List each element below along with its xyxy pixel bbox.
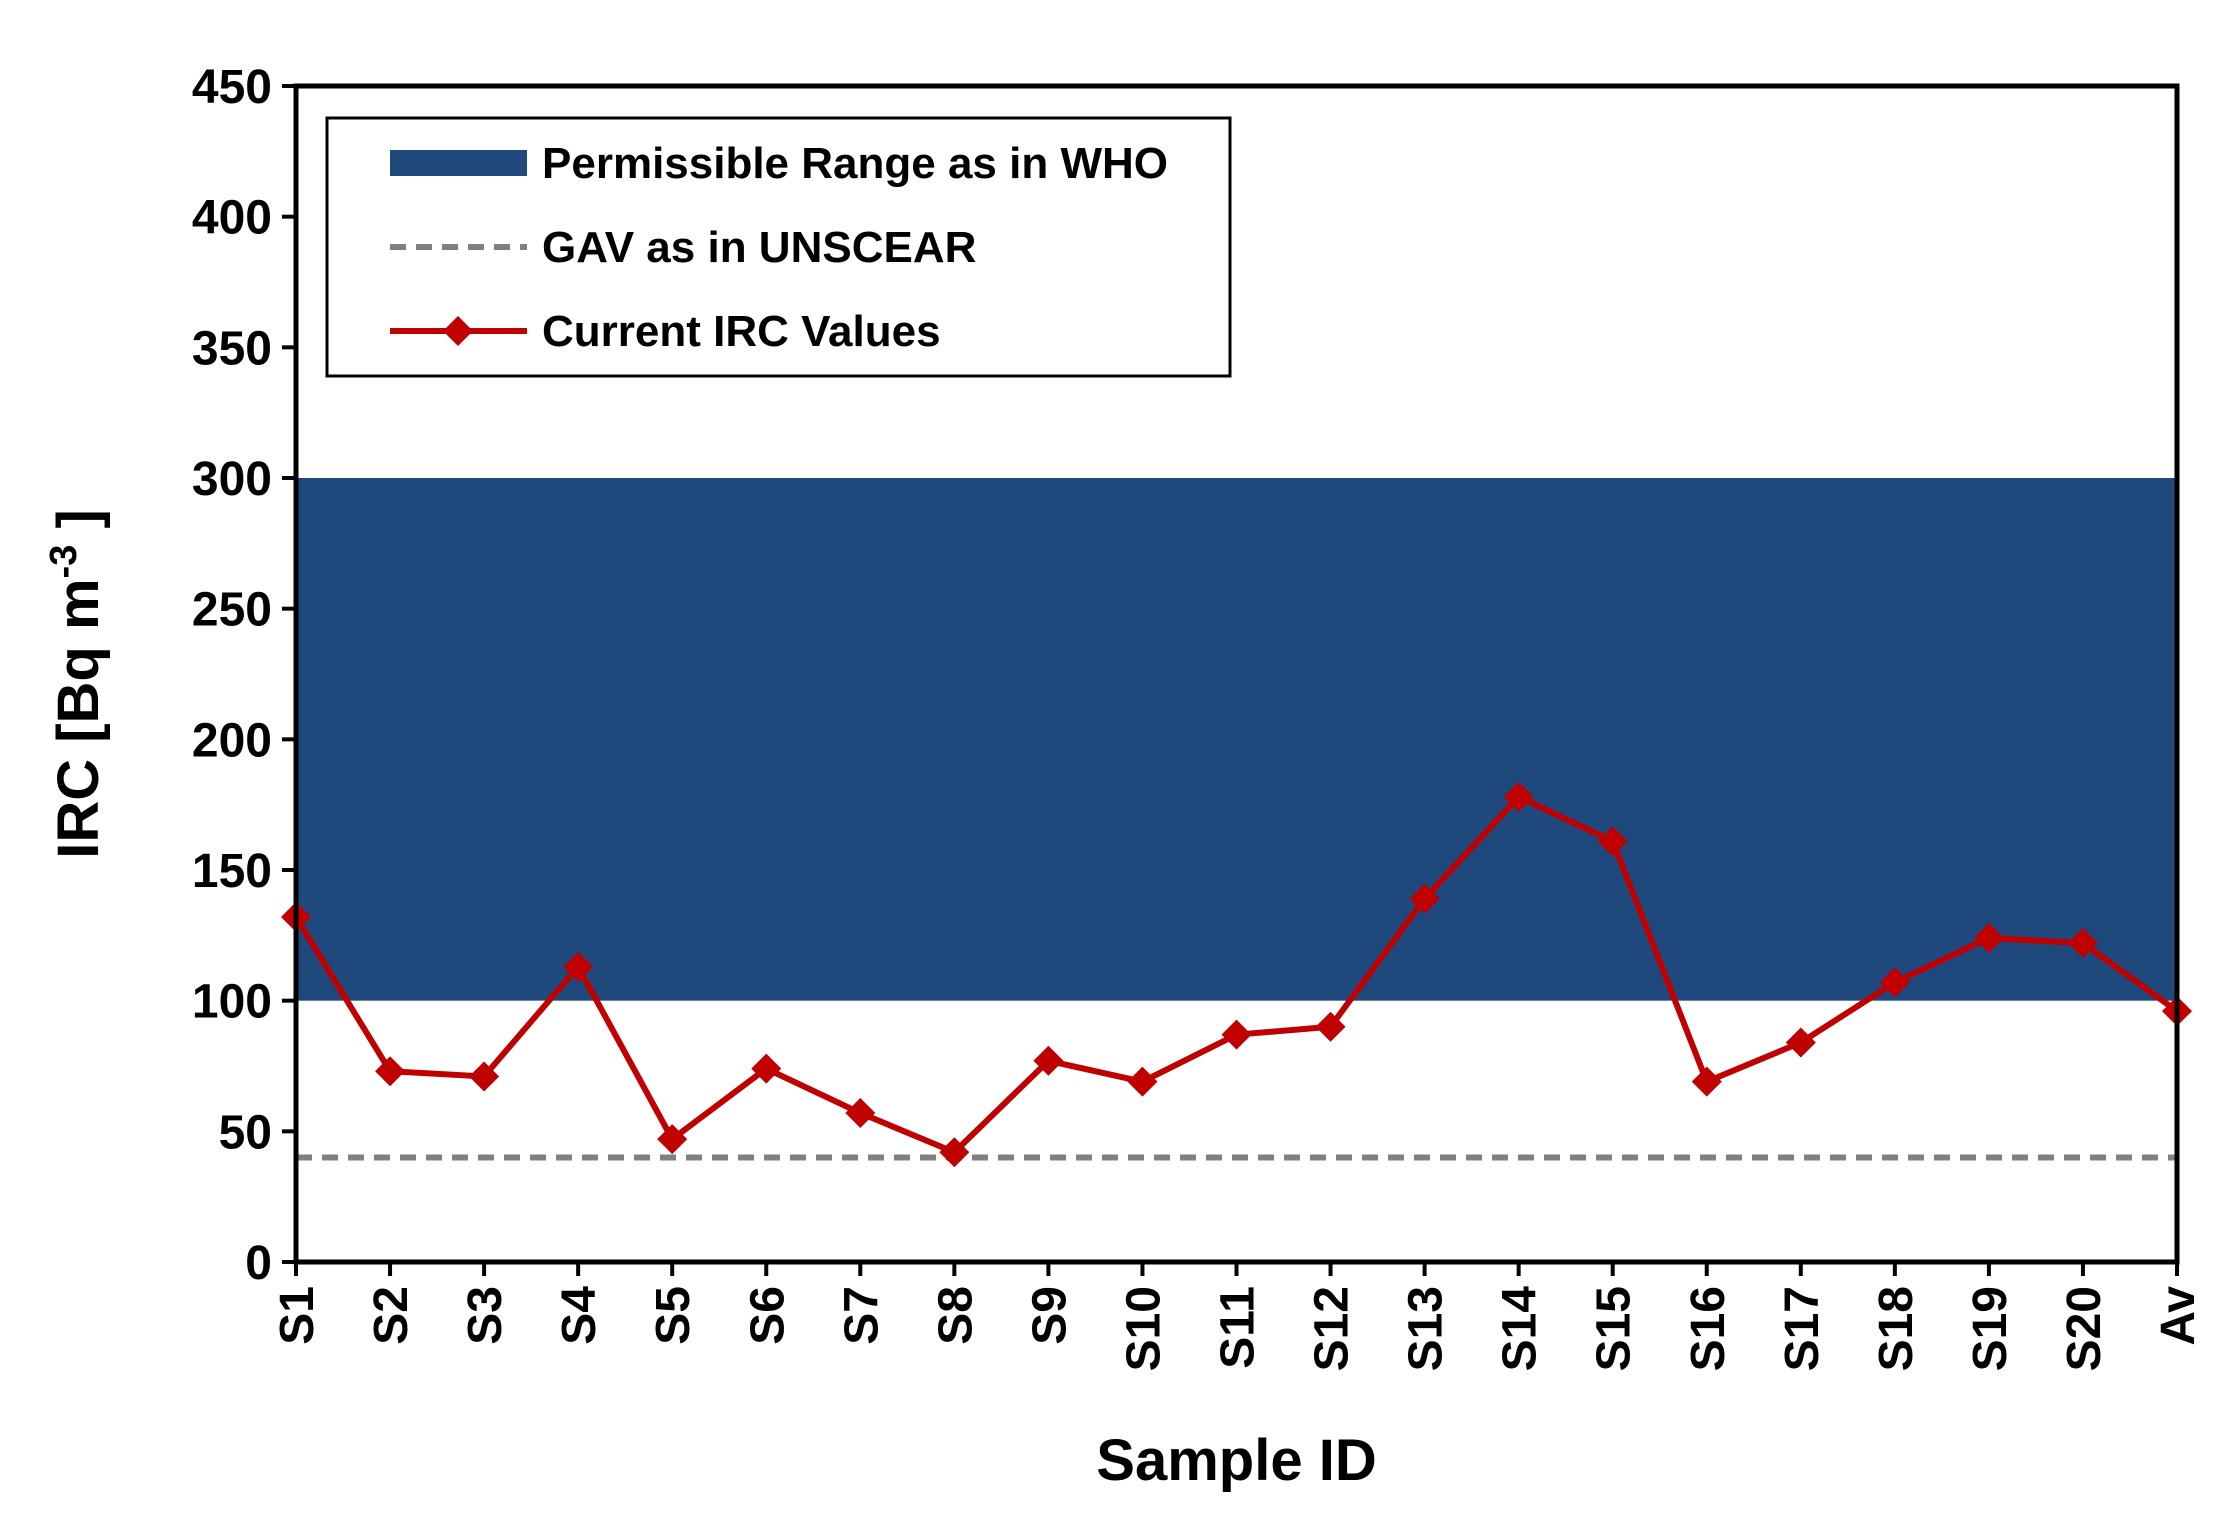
data-point-s13	[1409, 883, 1440, 914]
data-point-s5	[657, 1124, 688, 1155]
y-tick-label-200: 200	[192, 714, 272, 767]
x-tick-label-s12: S12	[1306, 1286, 1359, 1371]
x-tick-label-s7: S7	[835, 1286, 888, 1345]
x-tick-label-s2: S2	[365, 1286, 418, 1345]
x-tick-label-s11: S11	[1212, 1286, 1265, 1369]
data-point-s17	[1785, 1027, 1816, 1058]
x-tick-label-s16: S16	[1682, 1286, 1735, 1371]
x-tick-label-s9: S9	[1023, 1286, 1076, 1345]
data-point-s6	[751, 1053, 782, 1084]
y-tick-label-100: 100	[192, 976, 272, 1029]
y-tick-label-450: 450	[192, 61, 272, 114]
legend-series-swatch-marker	[443, 316, 473, 346]
x-tick-label-s18: S18	[1870, 1286, 1923, 1371]
data-point-s7	[845, 1098, 876, 1129]
data-point-s2	[375, 1056, 406, 1087]
data-point-s18	[1879, 967, 1910, 998]
data-point-s15	[1597, 826, 1628, 857]
data-point-s20	[2067, 928, 2098, 959]
x-tick-label-s4: S4	[553, 1286, 606, 1345]
y-tick-label-50: 50	[219, 1106, 272, 1159]
y-axis-title: IRC [Bq m-3 ]	[43, 509, 111, 859]
legend-entry-gav: GAV as in UNSCEAR	[542, 223, 976, 272]
data-point-s14	[1503, 781, 1534, 812]
legend-entry-band: Permissible Range as in WHO	[542, 139, 1168, 188]
who-permissible-band	[296, 478, 2177, 1001]
y-tick-label-400: 400	[192, 192, 272, 245]
data-point-s9	[1033, 1045, 1064, 1076]
y-axis-title-main: IRC [Bq m	[46, 578, 111, 858]
x-tick-label-s19: S19	[1964, 1286, 2017, 1371]
data-point-s8	[939, 1137, 970, 1168]
legend: Permissible Range as in WHO GAV as in UN…	[325, 116, 1232, 378]
data-point-s4	[563, 951, 594, 982]
legend-band-swatch	[390, 150, 527, 176]
y-tick-label-300: 300	[192, 453, 272, 506]
data-point-s11	[1221, 1019, 1252, 1050]
x-tick-label-s14: S14	[1494, 1286, 1547, 1372]
y-tick-label-250: 250	[192, 584, 272, 637]
x-tick-label-s1: S1	[271, 1286, 324, 1345]
x-tick-label-s13: S13	[1400, 1286, 1453, 1371]
data-point-s12	[1315, 1011, 1346, 1042]
x-tick-label-s10: S10	[1117, 1286, 1170, 1371]
y-axis-title-suffix: ]	[46, 509, 111, 544]
data-point-s16	[1691, 1066, 1722, 1097]
x-axis-title: Sample ID	[1096, 1428, 1376, 1493]
x-tick-label-s8: S8	[929, 1286, 982, 1345]
x-tick-label-av: Av	[2152, 1286, 2205, 1346]
y-tick-label-350: 350	[192, 322, 272, 375]
x-tick-label-s20: S20	[2058, 1286, 2111, 1371]
x-tick-label-s3: S3	[459, 1286, 512, 1345]
x-tick-label-s6: S6	[741, 1286, 794, 1345]
x-tick-label-s5: S5	[647, 1286, 700, 1345]
y-tick-label-0: 0	[245, 1237, 272, 1290]
legend-entry-series: Current IRC Values	[542, 307, 941, 356]
x-tick-label-s15: S15	[1588, 1286, 1641, 1371]
data-point-s10	[1127, 1066, 1158, 1097]
x-tick-label-s17: S17	[1776, 1286, 1829, 1371]
y-axis-title-superscript: -3	[43, 545, 85, 579]
data-point-s3	[469, 1061, 500, 1092]
data-point-s19	[1973, 922, 2004, 953]
y-tick-label-150: 150	[192, 845, 272, 898]
